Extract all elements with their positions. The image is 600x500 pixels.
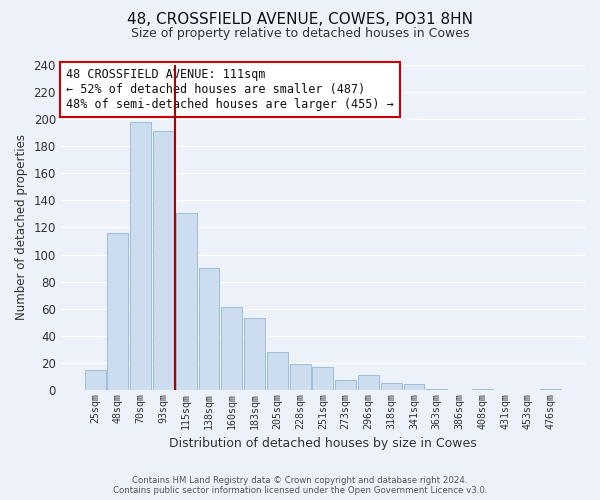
Bar: [221, 308, 242, 390]
Y-axis label: Number of detached properties: Number of detached properties: [15, 134, 28, 320]
Text: Size of property relative to detached houses in Cowes: Size of property relative to detached ho…: [131, 28, 469, 40]
Bar: [381, 383, 402, 390]
Text: 48 CROSSFIELD AVENUE: 111sqm
← 52% of detached houses are smaller (487)
48% of s: 48 CROSSFIELD AVENUE: 111sqm ← 52% of de…: [66, 68, 394, 111]
Bar: [472, 388, 493, 390]
Text: Contains HM Land Registry data © Crown copyright and database right 2024.
Contai: Contains HM Land Registry data © Crown c…: [113, 476, 487, 495]
Bar: [358, 375, 379, 390]
Bar: [404, 384, 424, 390]
Bar: [267, 352, 288, 390]
Bar: [130, 122, 151, 390]
Text: 48, CROSSFIELD AVENUE, COWES, PO31 8HN: 48, CROSSFIELD AVENUE, COWES, PO31 8HN: [127, 12, 473, 28]
Bar: [427, 388, 447, 390]
X-axis label: Distribution of detached houses by size in Cowes: Distribution of detached houses by size …: [169, 437, 477, 450]
Bar: [199, 268, 220, 390]
Bar: [313, 367, 334, 390]
Bar: [335, 380, 356, 390]
Bar: [290, 364, 311, 390]
Bar: [540, 388, 561, 390]
Bar: [244, 318, 265, 390]
Bar: [153, 132, 174, 390]
Bar: [85, 370, 106, 390]
Bar: [176, 212, 197, 390]
Bar: [107, 233, 128, 390]
